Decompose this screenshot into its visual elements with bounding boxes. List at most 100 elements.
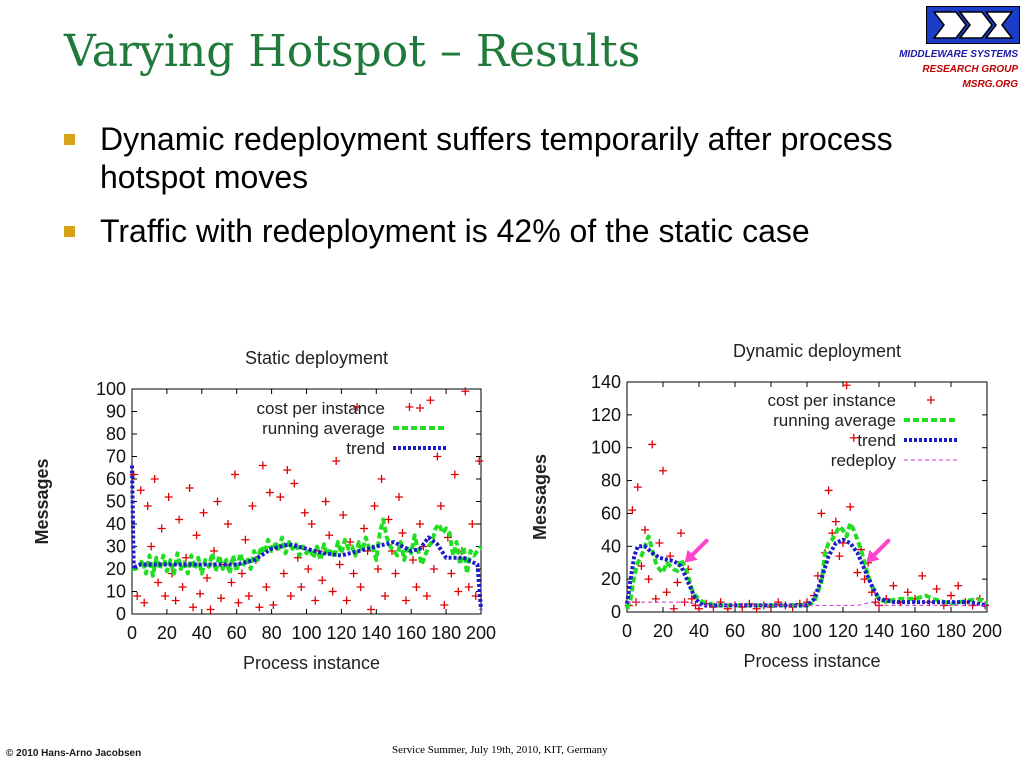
data-point — [339, 511, 348, 519]
bullet-text: Traffic with redeployment is 42% of the … — [100, 213, 810, 249]
bullet-item: Dynamic redeployment suffers temporarily… — [62, 120, 982, 196]
data-point — [241, 535, 250, 544]
x-tick-label: 160 — [900, 621, 930, 641]
legend-swatch — [927, 396, 935, 404]
data-point — [412, 583, 421, 591]
data-point — [353, 403, 362, 411]
data-point — [196, 589, 205, 598]
data-point — [468, 520, 477, 528]
y-tick-label: 40 — [601, 536, 621, 556]
data-point — [300, 508, 309, 517]
data-point — [237, 569, 246, 578]
data-point — [307, 520, 316, 528]
data-point — [199, 508, 208, 517]
data-point — [227, 578, 236, 587]
legend-label: cost per instance — [767, 391, 896, 410]
y-tick-label: 100 — [96, 379, 126, 399]
data-point — [835, 552, 844, 561]
logo-line: RESEARCH GROUP — [922, 64, 1018, 75]
data-point — [349, 569, 358, 578]
data-point — [140, 598, 149, 607]
data-point — [628, 506, 637, 515]
data-point — [335, 560, 344, 569]
data-point — [398, 529, 407, 537]
x-tick-label: 120 — [326, 623, 356, 643]
x-tick-label: 0 — [622, 621, 632, 641]
x-tick-label: 40 — [192, 623, 212, 643]
data-point — [429, 565, 438, 573]
y-tick-label: 100 — [591, 438, 621, 458]
data-point — [279, 569, 288, 578]
chart-title: Dynamic deployment — [733, 341, 901, 361]
slide-title: Varying Hotspot – Results — [64, 26, 641, 77]
data-point — [831, 517, 840, 526]
data-point — [381, 592, 390, 600]
data-point — [276, 493, 285, 501]
data-point — [332, 457, 341, 465]
y-axis-label: Messages — [32, 458, 52, 544]
data-point — [774, 598, 783, 607]
data-point — [903, 588, 912, 597]
data-point — [450, 470, 459, 479]
legend-label: trend — [857, 431, 896, 450]
data-point — [695, 604, 703, 613]
series-line — [625, 537, 988, 608]
series-line — [130, 465, 483, 610]
data-point — [255, 603, 264, 612]
data-point — [842, 381, 851, 390]
legend-label: redeploy — [831, 451, 897, 470]
data-point — [178, 583, 187, 591]
x-tick-label: 200 — [466, 623, 496, 643]
data-point — [223, 520, 232, 528]
data-point — [932, 585, 941, 593]
data-point — [164, 493, 173, 501]
data-point — [147, 542, 156, 551]
bullet-list: Dynamic redeployment suffers temporarily… — [62, 120, 982, 266]
data-point — [189, 603, 198, 612]
data-point — [360, 524, 369, 533]
logo-caption: MIDDLEWARE SYSTEMS RESEARCH GROUP MSRG.O… — [899, 47, 1018, 92]
data-point — [447, 569, 456, 578]
data-point — [849, 433, 858, 442]
msrg-logo — [926, 6, 1020, 44]
data-point — [136, 486, 145, 495]
data-point — [356, 583, 365, 591]
y-tick-label: 90 — [106, 402, 126, 422]
data-point — [133, 592, 142, 600]
data-point — [328, 587, 337, 596]
data-point — [662, 588, 671, 597]
data-point — [192, 531, 201, 540]
x-tick-label: 100 — [291, 623, 321, 643]
data-point — [297, 583, 306, 591]
y-tick-label: 80 — [601, 471, 621, 491]
bullet-square-icon — [64, 226, 75, 237]
data-point — [384, 515, 393, 524]
series-line — [627, 601, 987, 606]
data-point — [669, 604, 678, 613]
data-point — [304, 565, 313, 573]
data-point — [248, 502, 257, 510]
x-tick-label: 80 — [262, 623, 282, 643]
data-point — [265, 488, 274, 497]
data-point — [175, 515, 184, 524]
data-point — [475, 457, 484, 465]
data-point — [311, 596, 320, 605]
data-point — [454, 587, 463, 596]
annotation-arrowhead — [684, 549, 698, 563]
x-tick-label: 200 — [972, 621, 1002, 641]
x-tick-label: 60 — [725, 621, 745, 641]
y-tick-label: 0 — [611, 602, 621, 622]
data-point — [918, 571, 927, 580]
x-tick-label: 80 — [761, 621, 781, 641]
legend-swatch — [416, 404, 424, 412]
copyright-footer: © 2010 Hans-Arno Jacobsen — [6, 748, 142, 759]
x-tick-label: 180 — [936, 621, 966, 641]
data-point — [853, 568, 862, 577]
data-point — [258, 461, 267, 470]
x-tick-label: 120 — [828, 621, 858, 641]
data-point — [318, 576, 327, 585]
chart-title: Static deployment — [245, 348, 388, 368]
data-point — [290, 479, 299, 488]
logo-line: MIDDLEWARE SYSTEMS — [899, 49, 1018, 60]
